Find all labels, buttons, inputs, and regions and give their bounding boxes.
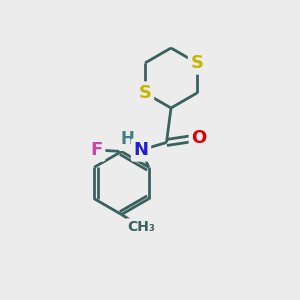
Text: F: F bbox=[91, 141, 103, 159]
Text: CH₃: CH₃ bbox=[127, 220, 155, 234]
Text: O: O bbox=[191, 129, 206, 147]
Text: S: S bbox=[190, 54, 203, 72]
Text: S: S bbox=[139, 84, 152, 102]
Text: H: H bbox=[121, 130, 134, 148]
Text: N: N bbox=[134, 141, 148, 159]
